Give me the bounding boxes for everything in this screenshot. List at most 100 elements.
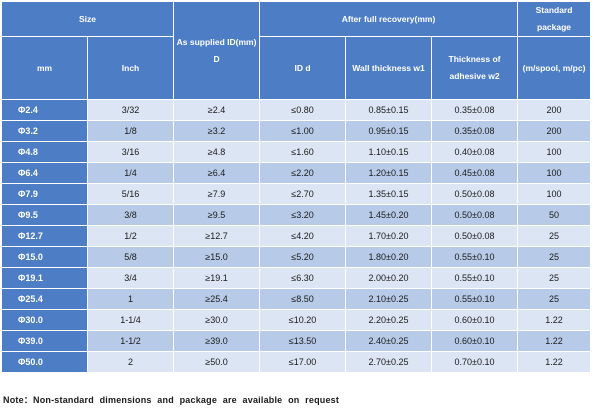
cell-mm: Φ15.0 bbox=[1, 246, 88, 268]
header-mm: mm bbox=[1, 36, 88, 100]
cell-adhesive: 0.50±0.08 bbox=[431, 183, 519, 205]
cell-inch: 1/4 bbox=[86, 162, 175, 184]
cell-supplied: ≥25.4 bbox=[173, 288, 261, 310]
cell-supplied: ≥3.2 bbox=[173, 120, 261, 142]
cell-supplied: ≥50.0 bbox=[173, 351, 261, 373]
cell-wall: 2.20±0.25 bbox=[345, 309, 433, 331]
cell-mm: Φ3.2 bbox=[1, 120, 88, 142]
cell-wall: 1.35±0.15 bbox=[345, 183, 433, 205]
table-row: Φ7.9 5/16 ≥7.9 ≤2.70 1.35±0.15 0.50±0.08… bbox=[1, 183, 592, 205]
cell-adhesive: 0.40±0.08 bbox=[431, 141, 519, 163]
cell-adhesive: 0.55±0.10 bbox=[431, 288, 519, 310]
header-wall-thickness: Wall thickness w1 bbox=[345, 36, 433, 100]
cell-adhesive: 0.45±0.08 bbox=[431, 162, 519, 184]
cell-id: ≤4.20 bbox=[259, 225, 347, 247]
cell-adhesive: 0.35±0.08 bbox=[431, 99, 519, 121]
cell-wall: 1.20±0.15 bbox=[345, 162, 433, 184]
cell-wall: 1.45±0.20 bbox=[345, 204, 433, 226]
cell-adhesive: 0.50±0.08 bbox=[431, 204, 519, 226]
cell-id: ≤6.30 bbox=[259, 267, 347, 289]
cell-adhesive: 0.60±0.10 bbox=[431, 309, 519, 331]
cell-adhesive: 0.70±0.10 bbox=[431, 351, 519, 373]
cell-id: ≤2.70 bbox=[259, 183, 347, 205]
table-body: Φ2.4 3/32 ≥2.4 ≤0.80 0.85±0.15 0.35±0.08… bbox=[1, 99, 592, 373]
header-adhesive-thickness: Thickness of adhesive w2 bbox=[431, 36, 519, 100]
cell-package: 25 bbox=[517, 246, 592, 268]
cell-mm: Φ6.4 bbox=[1, 162, 88, 184]
cell-package: 200 bbox=[517, 120, 592, 142]
cell-inch: 1/2 bbox=[86, 225, 175, 247]
cell-inch: 5/8 bbox=[86, 246, 175, 268]
cell-package: 1.22 bbox=[517, 309, 592, 331]
cell-mm: Φ39.0 bbox=[1, 330, 88, 352]
cell-package: 1.22 bbox=[517, 351, 592, 373]
cell-wall: 2.70±0.25 bbox=[345, 351, 433, 373]
cell-wall: 2.10±0.25 bbox=[345, 288, 433, 310]
cell-mm: Φ25.4 bbox=[1, 288, 88, 310]
cell-inch: 3/16 bbox=[86, 141, 175, 163]
cell-wall: 1.10±0.15 bbox=[345, 141, 433, 163]
cell-id: ≤5.20 bbox=[259, 246, 347, 268]
cell-inch: 1/8 bbox=[86, 120, 175, 142]
cell-supplied: ≥15.0 bbox=[173, 246, 261, 268]
cell-inch: 1 bbox=[86, 288, 175, 310]
cell-package: 100 bbox=[517, 141, 592, 163]
header-standard-package: Standard package bbox=[517, 1, 592, 37]
cell-mm: Φ12.7 bbox=[1, 225, 88, 247]
table-row: Φ4.8 3/16 ≥4.8 ≤1.60 1.10±0.15 0.40±0.08… bbox=[1, 141, 592, 163]
cell-inch: 2 bbox=[86, 351, 175, 373]
table-row: Φ50.0 2 ≥50.0 ≤17.00 2.70±0.25 0.70±0.10… bbox=[1, 351, 592, 373]
cell-supplied: ≥4.8 bbox=[173, 141, 261, 163]
table-row: Φ15.0 5/8 ≥15.0 ≤5.20 1.80±0.20 0.55±0.1… bbox=[1, 246, 592, 268]
cell-id: ≤1.00 bbox=[259, 120, 347, 142]
cell-wall: 0.95±0.15 bbox=[345, 120, 433, 142]
cell-id: ≤1.60 bbox=[259, 141, 347, 163]
cell-package: 50 bbox=[517, 204, 592, 226]
spec-table: Size As supplied ID(mm) D After full rec… bbox=[0, 1, 592, 373]
cell-inch: 5/16 bbox=[86, 183, 175, 205]
cell-supplied: ≥7.9 bbox=[173, 183, 261, 205]
header-size: Size bbox=[0, 1, 175, 37]
cell-supplied: ≥6.4 bbox=[173, 162, 261, 184]
cell-inch: 1-1/4 bbox=[86, 309, 175, 331]
cell-supplied: ≥30.0 bbox=[173, 309, 261, 331]
cell-inch: 3/4 bbox=[86, 267, 175, 289]
cell-mm: Φ19.1 bbox=[1, 267, 88, 289]
table-row: Φ9.5 3/8 ≥9.5 ≤3.20 1.45±0.20 0.50±0.08 … bbox=[1, 204, 592, 226]
cell-id: ≤10.20 bbox=[259, 309, 347, 331]
cell-package: 100 bbox=[517, 162, 592, 184]
footnote: Note：Non-standard dimensions and package… bbox=[3, 395, 340, 405]
cell-wall: 0.85±0.15 bbox=[345, 99, 433, 121]
cell-adhesive: 0.60±0.10 bbox=[431, 330, 519, 352]
cell-supplied: ≥39.0 bbox=[173, 330, 261, 352]
cell-inch: 3/32 bbox=[86, 99, 175, 121]
cell-adhesive: 0.50±0.08 bbox=[431, 225, 519, 247]
header-id-d: ID d bbox=[259, 36, 347, 100]
cell-mm: Φ2.4 bbox=[1, 99, 88, 121]
table-row: Φ2.4 3/32 ≥2.4 ≤0.80 0.85±0.15 0.35±0.08… bbox=[1, 99, 592, 121]
cell-inch: 1-1/2 bbox=[86, 330, 175, 352]
cell-package: 200 bbox=[517, 99, 592, 121]
cell-id: ≤8.50 bbox=[259, 288, 347, 310]
table-row: Φ19.1 3/4 ≥19.1 ≤6.30 2.00±0.20 0.55±0.1… bbox=[1, 267, 592, 289]
table-row: Φ39.0 1-1/2 ≥39.0 ≤13.50 2.40±0.25 0.60±… bbox=[1, 330, 592, 352]
cell-id: ≤2.20 bbox=[259, 162, 347, 184]
table-row: Φ25.4 1 ≥25.4 ≤8.50 2.10±0.25 0.55±0.10 … bbox=[1, 288, 592, 310]
cell-mm: Φ7.9 bbox=[1, 183, 88, 205]
cell-package: 25 bbox=[517, 267, 592, 289]
header-as-supplied: As supplied ID(mm) D bbox=[173, 1, 261, 100]
cell-package: 25 bbox=[517, 225, 592, 247]
cell-id: ≤13.50 bbox=[259, 330, 347, 352]
table-row: Φ30.0 1-1/4 ≥30.0 ≤10.20 2.20±0.25 0.60±… bbox=[1, 309, 592, 331]
cell-mm: Φ4.8 bbox=[1, 141, 88, 163]
cell-supplied: ≥9.5 bbox=[173, 204, 261, 226]
cell-package: 100 bbox=[517, 183, 592, 205]
cell-supplied: ≥2.4 bbox=[173, 99, 261, 121]
cell-adhesive: 0.35±0.08 bbox=[431, 120, 519, 142]
header-after-recovery: After full recovery(mm) bbox=[259, 1, 519, 37]
header-package-unit: (m/spool, m/pc) bbox=[517, 36, 592, 100]
table-row: Φ3.2 1/8 ≥3.2 ≤1.00 0.95±0.15 0.35±0.08 … bbox=[1, 120, 592, 142]
cell-adhesive: 0.55±0.10 bbox=[431, 267, 519, 289]
cell-inch: 3/8 bbox=[86, 204, 175, 226]
table-row: Φ12.7 1/2 ≥12.7 ≤4.20 1.70±0.20 0.50±0.0… bbox=[1, 225, 592, 247]
